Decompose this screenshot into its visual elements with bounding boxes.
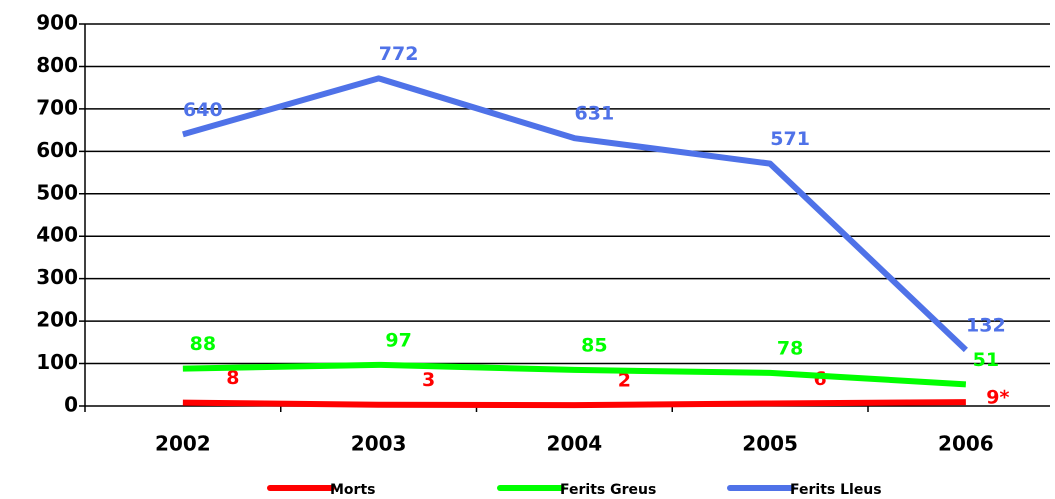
y-tick-label: 200 [36, 308, 78, 332]
x-tick-label: 2005 [742, 432, 798, 456]
y-tick-label: 300 [36, 265, 78, 289]
value-label: 78 [777, 337, 803, 359]
value-label: 8 [226, 367, 239, 389]
x-tick-label: 2004 [547, 432, 603, 456]
y-tick-label: 600 [36, 138, 78, 162]
value-label: 85 [581, 334, 607, 356]
y-tick-label: 800 [36, 53, 78, 77]
value-label: 640 [183, 99, 223, 121]
y-tick-label: 400 [36, 223, 78, 247]
series-line [182, 75, 968, 353]
series-line [182, 361, 967, 388]
x-tick-label: 2006 [938, 432, 994, 456]
value-label: 97 [385, 329, 411, 351]
y-tick-label: 700 [36, 95, 78, 119]
value-label: 88 [190, 333, 216, 355]
value-label: 3 [422, 369, 435, 391]
y-tick-label: 100 [36, 350, 78, 374]
series-line [182, 399, 966, 409]
legend-label: Morts [330, 482, 375, 498]
value-label: 631 [575, 103, 615, 125]
y-tick-label: 900 [36, 11, 78, 35]
value-label: 2 [618, 370, 631, 392]
value-label: 571 [770, 128, 810, 150]
value-label: 132 [966, 314, 1006, 336]
x-tick-label: 2003 [351, 432, 407, 456]
value-label: 51 [973, 349, 999, 371]
legend-label: Ferits Lleus [790, 482, 882, 498]
value-label: 9* [986, 387, 1009, 409]
value-label: 772 [379, 43, 419, 65]
y-tick-label: 0 [64, 393, 78, 417]
x-tick-label: 2002 [155, 432, 211, 456]
legend-label: Ferits Greus [560, 482, 656, 498]
y-tick-label: 500 [36, 180, 78, 204]
